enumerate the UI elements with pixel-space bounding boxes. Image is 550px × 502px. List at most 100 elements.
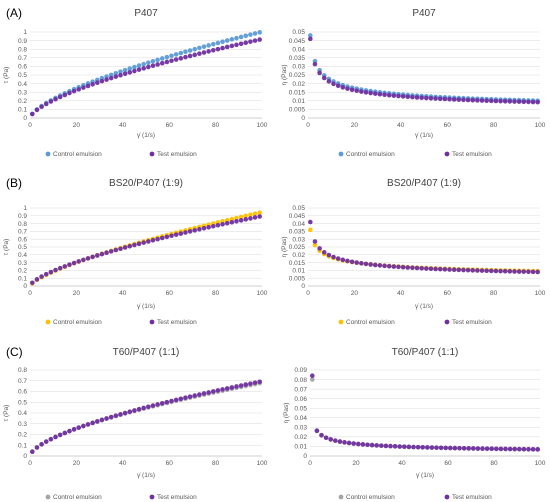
data-point: [132, 68, 137, 74]
data-point: [220, 39, 225, 45]
data-point: [155, 402, 160, 407]
data-point: [53, 96, 58, 102]
y-tick-label: 0.02: [292, 252, 305, 259]
data-point: [67, 428, 72, 434]
data-point: [215, 388, 221, 393]
x-axis-label: γ̇ (1/s): [415, 132, 433, 139]
data-point: [150, 63, 156, 69]
data-point: [94, 80, 100, 85]
panel-label-b: (B): [6, 176, 22, 190]
data-point: [108, 75, 114, 81]
data-point: [136, 67, 142, 72]
data-point: [104, 250, 109, 256]
data-point: [243, 33, 249, 39]
data-point: [310, 373, 315, 379]
data-point: [424, 266, 429, 271]
x-tick-label: 80: [212, 122, 220, 129]
data-point: [479, 98, 485, 103]
data-point: [206, 43, 211, 48]
data-point: [471, 446, 476, 451]
data-point: [498, 98, 503, 104]
data-point: [243, 213, 249, 219]
data-point: [400, 94, 406, 99]
x-tick-label: 80: [212, 290, 220, 297]
x-tick-label: 100: [535, 122, 546, 129]
y-tick-label: 0.04: [292, 221, 305, 228]
data-point: [183, 230, 188, 235]
data-point: [108, 249, 114, 254]
legend-marker: [338, 494, 344, 500]
x-tick-label: 100: [535, 460, 546, 467]
y-tick-label: 0.035: [289, 55, 306, 62]
data-point: [155, 57, 160, 63]
data-point: [94, 419, 100, 424]
data-point: [210, 223, 216, 229]
data-point: [451, 267, 457, 273]
data-point: [57, 432, 63, 438]
data-point: [405, 265, 411, 270]
data-point: [349, 259, 355, 265]
legend-marker: [338, 151, 344, 157]
data-point: [30, 280, 35, 286]
data-point: [85, 422, 91, 427]
legend-marker: [149, 151, 155, 157]
x-tick-label: 20: [73, 460, 81, 467]
data-point: [326, 79, 332, 84]
data-point: [229, 385, 235, 390]
x-tick-label: 20: [351, 290, 359, 297]
data-point: [386, 263, 392, 269]
data-point: [113, 413, 119, 418]
data-point: [512, 446, 517, 452]
data-point: [457, 445, 462, 451]
data-point: [127, 243, 133, 249]
data-point: [333, 438, 338, 443]
y-tick-label: 0.9: [18, 213, 27, 220]
data-point: [187, 53, 193, 59]
data-point: [248, 212, 253, 218]
data-point: [465, 97, 471, 103]
data-point: [192, 52, 198, 58]
y-tick-label: 0.03: [294, 425, 307, 432]
x-tick-label: 40: [398, 460, 406, 467]
data-point: [81, 257, 86, 263]
data-point: [456, 97, 462, 102]
data-point: [512, 99, 517, 104]
data-point: [62, 264, 68, 269]
y-tick-label: 0: [301, 283, 305, 290]
data-point: [215, 46, 221, 52]
data-point: [382, 92, 387, 98]
data-point: [257, 210, 262, 215]
data-point: [461, 445, 467, 451]
data-point: [127, 66, 133, 71]
y-tick-label: 0.3: [18, 260, 27, 267]
data-point: [480, 446, 485, 451]
data-point: [488, 268, 494, 274]
data-point: [99, 417, 105, 423]
data-point: [141, 66, 146, 71]
data-point: [363, 90, 369, 95]
data-point: [414, 95, 420, 100]
data-point: [438, 445, 444, 451]
x-tick-label: 0: [308, 460, 312, 467]
data-point: [410, 265, 415, 271]
chart-a-viscosity: P40700.0050.010.0150.020.0250.030.0350.0…: [281, 8, 546, 158]
data-point: [321, 250, 327, 255]
data-point: [359, 89, 364, 94]
y-tick-label: 0.6: [18, 389, 27, 396]
y-tick-label: 0.08: [294, 377, 307, 384]
data-point: [62, 430, 68, 436]
data-point: [183, 54, 188, 60]
data-point: [108, 414, 114, 420]
data-point: [118, 246, 123, 252]
data-point: [526, 99, 531, 105]
data-point: [488, 98, 494, 104]
chart-title: BS20/P407 (1:9): [109, 178, 183, 189]
y-tick-label: 0.9: [18, 38, 27, 45]
data-point: [122, 410, 128, 416]
y-axis-label: τ (Pa): [3, 67, 10, 84]
y-tick-label: 0.005: [289, 107, 306, 114]
x-tick-label: 100: [257, 290, 268, 297]
data-point: [201, 44, 207, 49]
data-point: [535, 99, 540, 105]
data-point: [494, 446, 499, 452]
